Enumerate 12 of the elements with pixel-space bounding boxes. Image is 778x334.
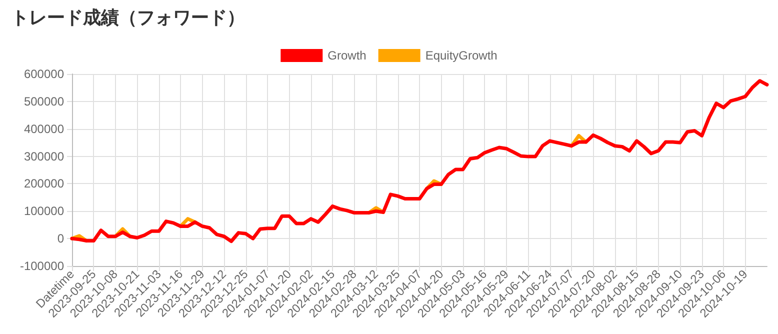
line-series <box>70 79 769 244</box>
y-tick-label: 200000 <box>24 176 64 191</box>
y-tick-label: 400000 <box>24 122 64 136</box>
legend-label: Growth <box>328 48 366 62</box>
y-tick-label: 0 <box>57 232 64 246</box>
y-tick-label: 100000 <box>24 204 64 218</box>
y-tick-label: 300000 <box>24 149 64 164</box>
chart-title: トレード成績（フォワード） <box>11 8 245 28</box>
y-tick-label: -100000 <box>20 259 64 273</box>
y-tick-label: 500000 <box>24 94 64 108</box>
legend-label: EquityGrowth <box>425 48 498 62</box>
y-tick-label: 600000 <box>24 67 64 81</box>
